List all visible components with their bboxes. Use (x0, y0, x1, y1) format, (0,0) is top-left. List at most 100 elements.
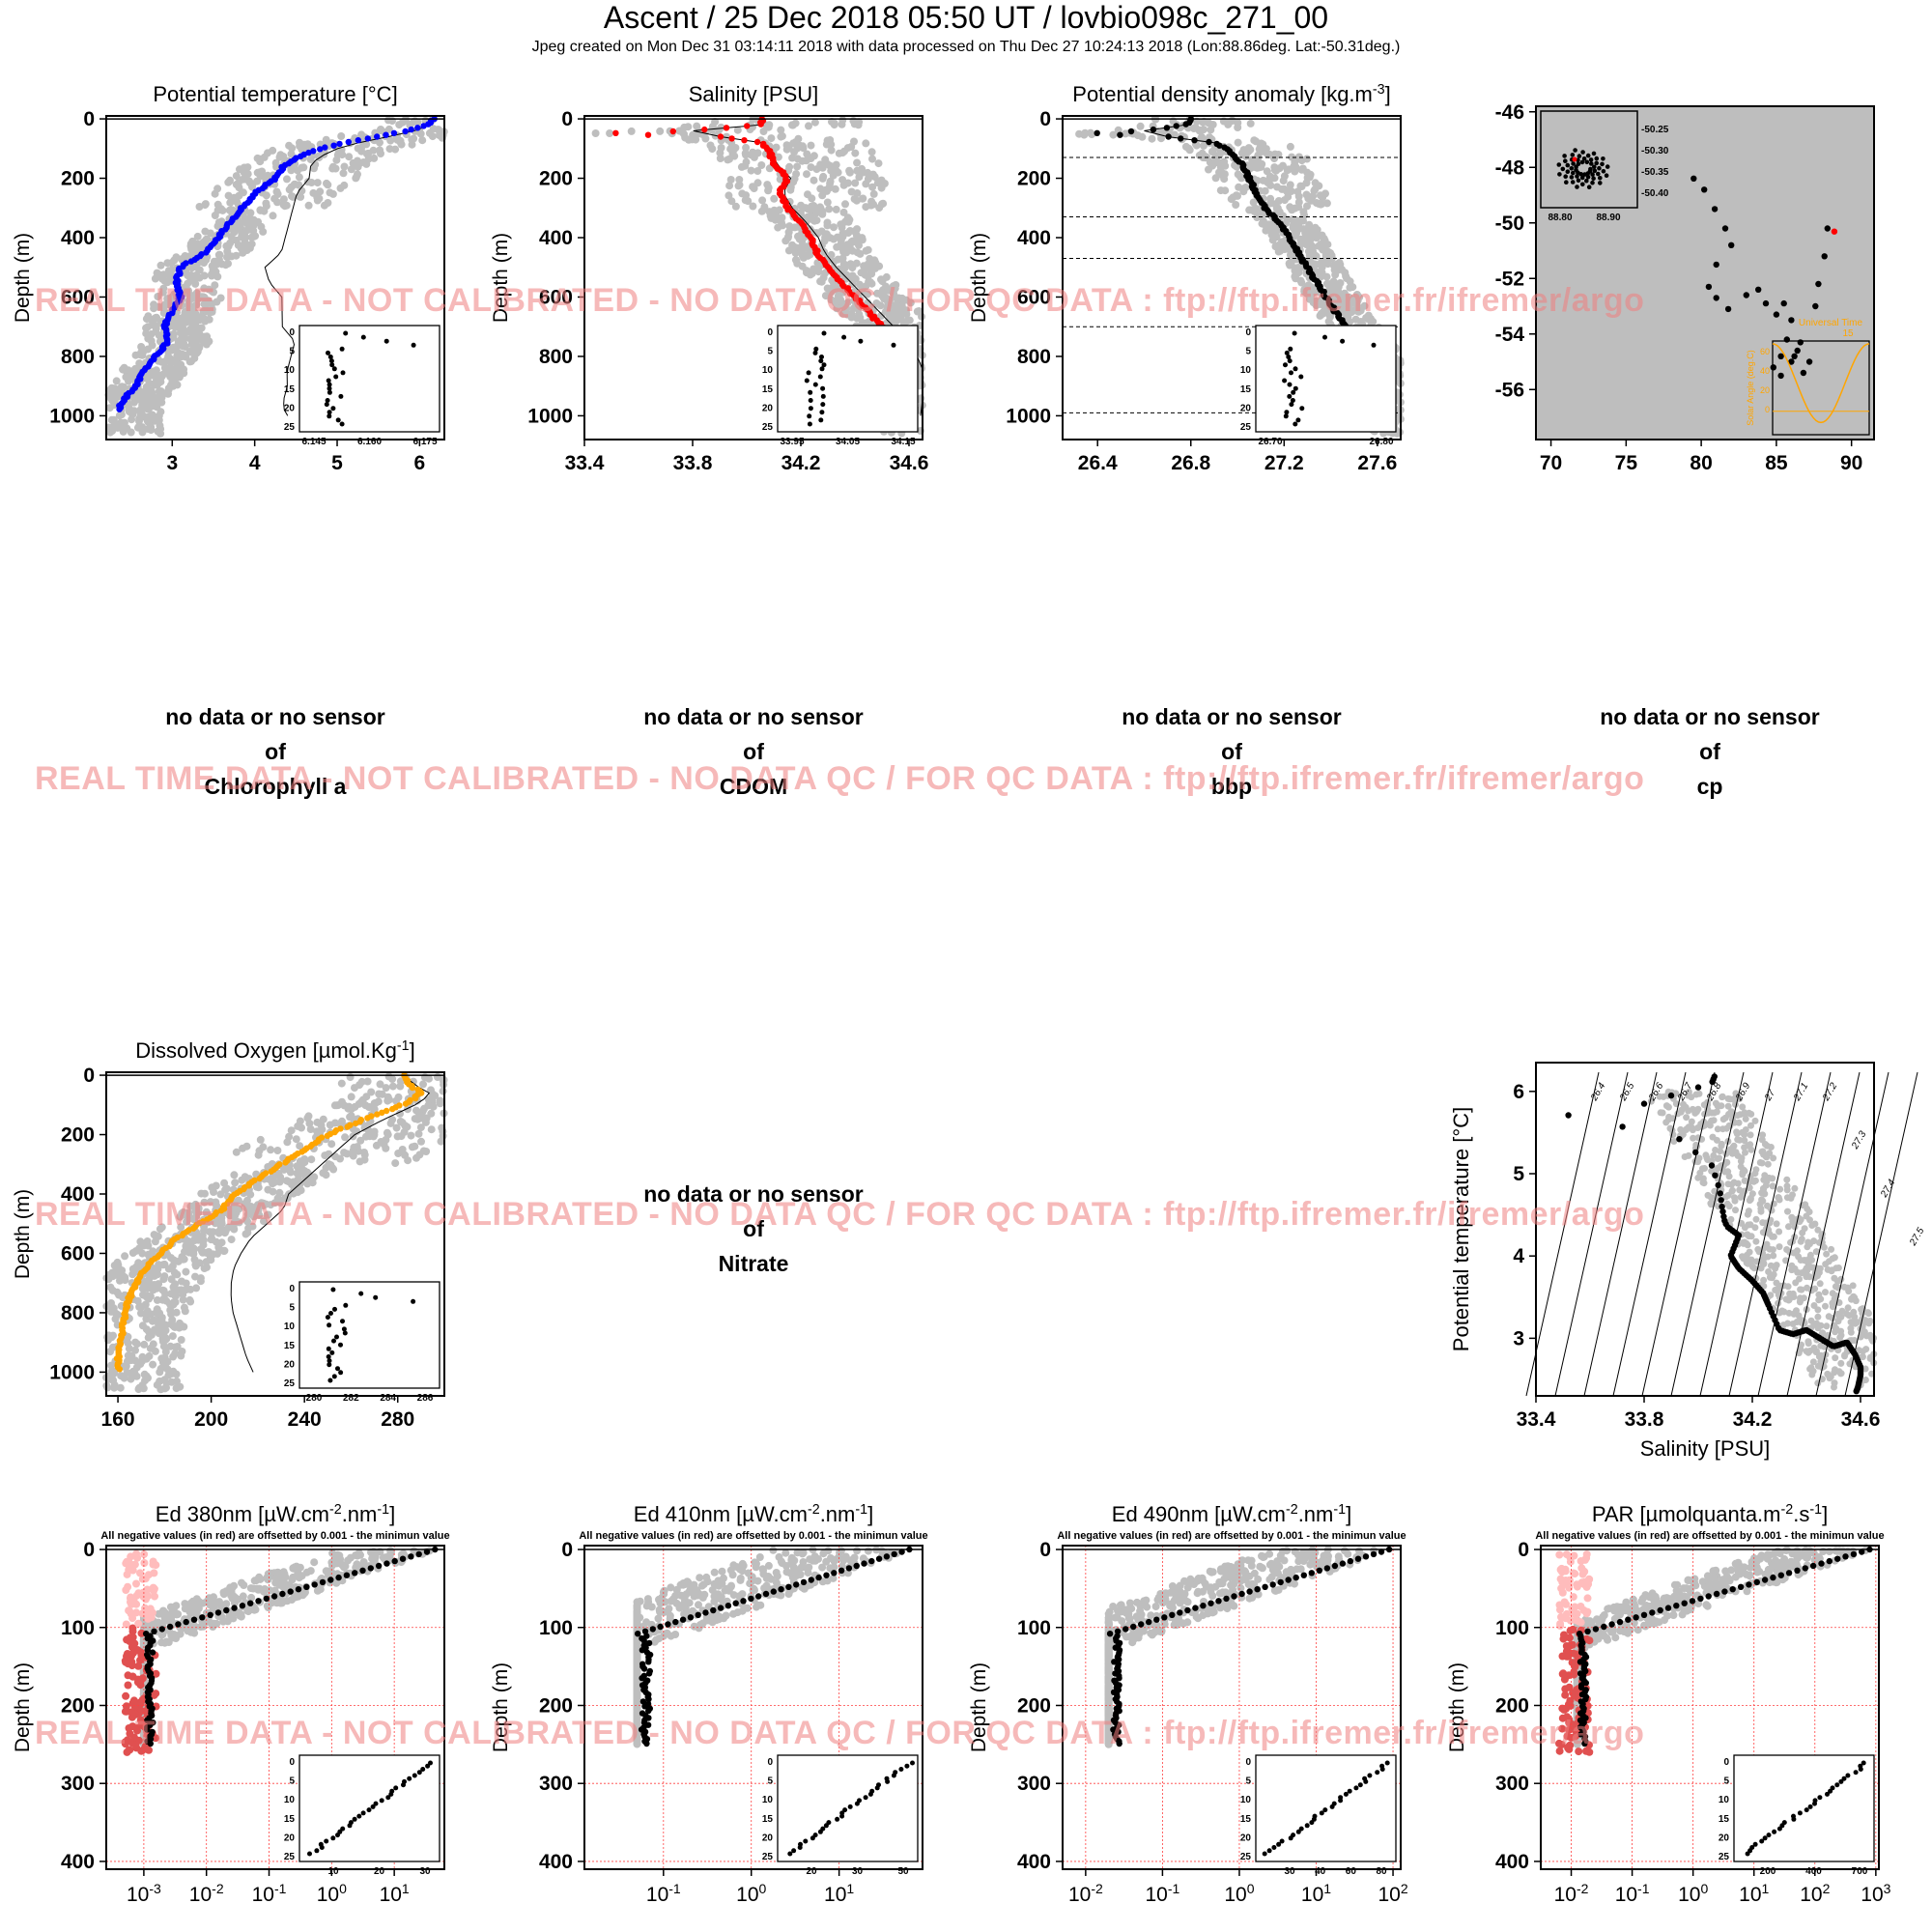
historical-point (838, 116, 847, 125)
historical-point (827, 166, 836, 175)
no-data-chlorophyll: no data or no sensor of Chlorophyll a (82, 699, 469, 804)
historical-point (140, 1370, 149, 1378)
historical-point (1783, 1246, 1791, 1253)
historical-point (271, 158, 280, 167)
historical-point (838, 232, 847, 241)
historical-point (1759, 1131, 1767, 1139)
historical-point (1309, 243, 1318, 251)
inset-point (343, 1302, 349, 1308)
historical-point (771, 215, 780, 224)
historical-point (1831, 1383, 1837, 1391)
historical-point (223, 253, 231, 262)
zoom-point (1592, 164, 1597, 170)
historical-point (125, 408, 133, 415)
historical-point (356, 1136, 365, 1145)
y-tick-label: -54 (1495, 324, 1525, 346)
historical-point (1262, 145, 1270, 154)
historical-point (1287, 187, 1295, 195)
zoom-point (1576, 178, 1581, 184)
historical-point (1303, 202, 1311, 211)
historical-point (194, 1205, 203, 1212)
historical-point (1691, 1109, 1699, 1117)
historical-point (316, 187, 325, 196)
historical-point (776, 175, 784, 184)
temperature-panel: Potential temperature [°C] 3 4 5 6 0 200 400 600… (0, 72, 464, 488)
historical-point (1719, 1094, 1726, 1101)
historical-point (248, 183, 256, 191)
historical-point (862, 180, 870, 188)
historical-point (591, 129, 600, 137)
historical-point (253, 177, 262, 185)
historical-point (200, 271, 209, 280)
zoom-point (1585, 175, 1591, 180)
historical-point (1244, 148, 1253, 156)
zoom-point (1604, 173, 1609, 178)
historical-point (151, 1231, 159, 1239)
historical-point (287, 1126, 296, 1135)
historical-point (127, 428, 135, 437)
historical-point (236, 165, 243, 174)
inset-point (326, 1354, 331, 1359)
historical-point (1196, 126, 1205, 134)
historical-point (191, 1272, 199, 1281)
historical-point (417, 1137, 425, 1146)
solar-inset-title: Universal Time (1799, 318, 1863, 328)
inset-y-label: 10 (1240, 365, 1252, 376)
inset-x-label: 282 (343, 1393, 359, 1404)
no-data-line1: no data or no sensor (643, 704, 864, 729)
inset-point (1322, 334, 1327, 340)
historical-point (693, 122, 701, 130)
historical-point (254, 217, 263, 226)
profile-point (374, 133, 381, 140)
zoom-point (1571, 161, 1576, 166)
zoom-point (1579, 175, 1585, 181)
historical-point (256, 1135, 265, 1144)
historical-point (287, 183, 296, 191)
historical-point (235, 223, 243, 232)
historical-point (193, 232, 202, 241)
historical-point (840, 147, 849, 156)
historical-point (1288, 153, 1296, 161)
historical-point (416, 1123, 425, 1132)
historical-point (1669, 1131, 1677, 1139)
historical-point (259, 227, 268, 236)
historical-point (313, 1127, 322, 1136)
historical-point (742, 151, 750, 159)
inset-y-label: 15 (1240, 384, 1252, 395)
historical-point (1783, 1194, 1791, 1202)
inset-y-label: 20 (1240, 403, 1252, 413)
historical-point (144, 1250, 153, 1259)
historical-point (354, 170, 361, 179)
historical-point (1815, 1352, 1823, 1360)
inset-point (1340, 338, 1346, 344)
historical-point (292, 1135, 300, 1144)
zoom-point (1594, 156, 1600, 161)
historical-point (357, 130, 366, 139)
zoom-point (1586, 185, 1592, 189)
historical-point (1790, 1293, 1798, 1300)
historical-point (786, 185, 795, 194)
historical-point (232, 172, 241, 181)
zoom-point (1590, 172, 1595, 177)
historical-point (241, 234, 249, 242)
historical-point (397, 140, 406, 149)
historical-point (750, 153, 758, 161)
inset-point (324, 402, 329, 408)
chart-title: Potential density anomaly [kg.m-3] (1072, 82, 1390, 106)
historical-point (313, 196, 322, 205)
inset-point (1293, 421, 1298, 427)
historical-point (110, 1369, 119, 1378)
historical-point (336, 1154, 344, 1163)
historical-point (436, 1099, 444, 1108)
zoom-inset-points (1556, 148, 1610, 189)
historical-point (248, 1222, 257, 1231)
no-data-line2: of (1699, 739, 1720, 764)
historical-point (124, 1332, 132, 1341)
historical-point (606, 129, 614, 137)
zoom-point (1591, 151, 1597, 156)
historical-point (200, 1198, 209, 1207)
historical-point (869, 189, 878, 198)
historical-point (1708, 1167, 1716, 1175)
historical-point (107, 415, 116, 424)
historical-point (231, 1179, 240, 1187)
